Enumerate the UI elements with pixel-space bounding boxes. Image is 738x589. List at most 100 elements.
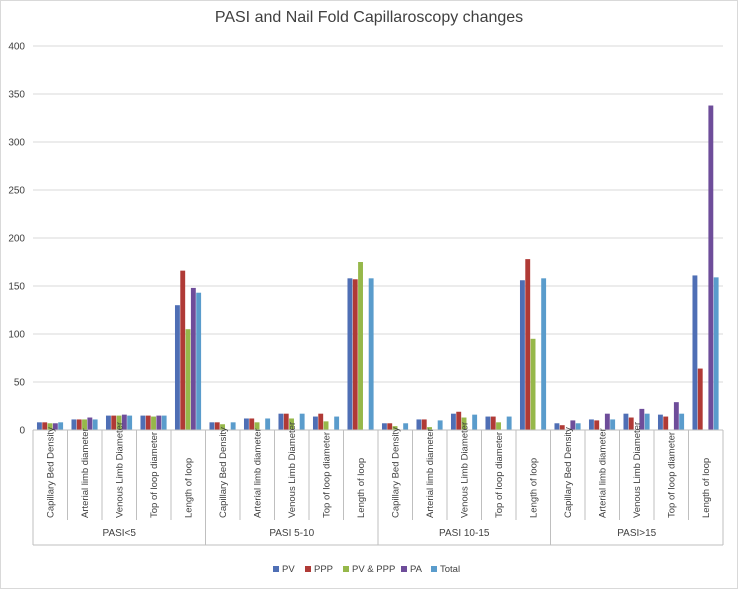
category-label: Capillary Bed Density: [563, 427, 574, 518]
bar: [312, 416, 318, 430]
bar: [249, 418, 255, 430]
bar: [265, 418, 271, 430]
bar: [610, 419, 616, 430]
group-label: PASI>15: [617, 528, 656, 539]
bar: [387, 423, 393, 430]
bar: [196, 292, 202, 430]
bar: [47, 423, 53, 430]
group-label: PASI 10-15: [439, 528, 490, 539]
bar: [575, 423, 581, 430]
bar: [541, 278, 547, 430]
legend-swatch: [343, 566, 349, 572]
bar: [570, 420, 576, 430]
bar: [323, 421, 329, 430]
category-label: Top of loop diameter: [494, 432, 505, 518]
category-label: Arterial limb diameter: [597, 428, 608, 518]
y-tick-label: 300: [8, 138, 25, 149]
legend-label: Total: [440, 564, 460, 575]
legend-swatch: [401, 566, 407, 572]
bar: [456, 411, 462, 430]
bar: [116, 415, 122, 430]
y-tick-label: 350: [8, 90, 25, 101]
y-tick-label: 150: [8, 282, 25, 293]
bar: [352, 279, 358, 430]
bar: [185, 329, 191, 430]
category-label: Capillary Bed Density: [218, 427, 229, 518]
bar: [392, 426, 398, 430]
chart-title: PASI and Nail Fold Capillaroscopy change…: [214, 9, 524, 26]
bar: [299, 413, 305, 430]
bar: [472, 414, 478, 430]
legend-swatch: [431, 566, 437, 572]
bar: [639, 408, 645, 430]
category-label: Venous Limb Diameter: [114, 422, 125, 518]
category-label: Length of loop: [701, 458, 712, 518]
bar: [278, 413, 284, 430]
category-label: Length of loop: [528, 458, 539, 518]
bar: [403, 423, 409, 430]
bar: [42, 422, 48, 430]
x-axis: Capillary Bed Density Arterial limb diame…: [32, 422, 724, 546]
bar: [214, 422, 220, 430]
y-tick-label: 50: [14, 378, 26, 389]
gridlines: [33, 45, 723, 431]
bar: [663, 416, 669, 430]
bar: [220, 424, 225, 430]
bar: [604, 413, 610, 430]
legend-label: PA: [410, 564, 423, 575]
bar: [318, 413, 324, 430]
bar: [437, 420, 443, 430]
bar: [76, 419, 82, 430]
bar: [708, 105, 714, 431]
bar: [623, 413, 629, 430]
bar: [151, 416, 156, 430]
bar: [588, 419, 594, 430]
category-label: Venous Limb Diameter: [287, 422, 298, 518]
bar: [450, 413, 456, 430]
bar: [289, 418, 294, 430]
bar: [416, 419, 422, 430]
bar: [140, 415, 146, 430]
bar: [713, 277, 719, 430]
y-tick-label: 400: [8, 42, 25, 53]
bar: [525, 259, 531, 430]
bar: [209, 422, 215, 430]
bar: [657, 414, 663, 430]
bar: [519, 280, 525, 430]
group-label: PASI 5-10: [269, 528, 314, 539]
bar: [506, 416, 512, 430]
bar: [673, 402, 679, 430]
legend: PV PPP PV & PPP PA Total: [273, 564, 460, 575]
category-label: Length of loop: [356, 458, 367, 518]
bar: [161, 415, 167, 430]
bar: [485, 416, 491, 430]
bar: [490, 416, 496, 430]
bar: [334, 416, 340, 430]
category-label: Venous Limb Diameter: [632, 422, 643, 518]
category-label: Top of loop diameter: [666, 432, 677, 518]
bar: [347, 278, 353, 430]
category-label: Arterial limb diameter: [252, 428, 263, 518]
category-label: Capillary Bed Density: [390, 427, 401, 518]
legend-swatch: [305, 566, 311, 572]
legend-swatch: [273, 566, 279, 572]
bar: [554, 423, 560, 430]
bar: [156, 415, 162, 430]
category-label: Top of loop diameter: [149, 432, 160, 518]
bar: [594, 420, 600, 430]
y-tick-label: 0: [19, 426, 25, 437]
bar: [145, 415, 151, 430]
y-tick-label: 250: [8, 186, 25, 197]
bar: [127, 415, 133, 430]
bar: [174, 305, 180, 430]
bar: [628, 417, 634, 430]
category-label: Length of loop: [183, 458, 194, 518]
bar: [381, 423, 387, 430]
bar: [368, 278, 374, 430]
bar: [697, 368, 703, 430]
bar: [52, 423, 58, 430]
group-label: PASI<5: [103, 528, 137, 539]
bar: [92, 419, 98, 430]
bar: [121, 414, 127, 430]
